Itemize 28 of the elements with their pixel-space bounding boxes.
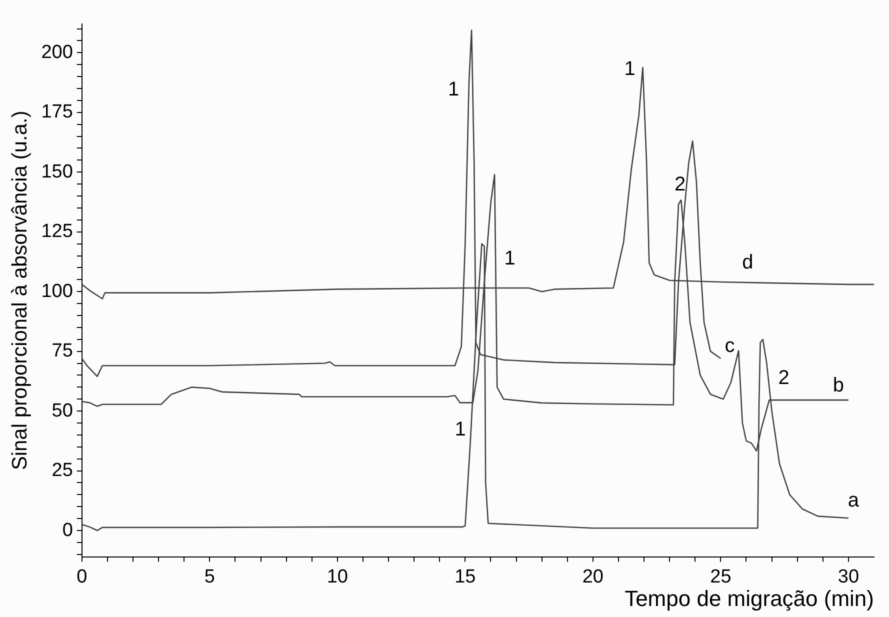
annotation: 1 (448, 78, 460, 101)
x-tick-label: 20 (582, 566, 604, 588)
x-tick-label: 25 (710, 566, 732, 588)
y-tick-label: 0 (62, 520, 73, 541)
y-tick-label: 150 (41, 161, 73, 182)
annotation: d (742, 252, 754, 274)
y-tick-label: 75 (52, 340, 73, 362)
annotation: b (832, 374, 844, 397)
annotation: a (848, 490, 860, 512)
y-axis-title: Sinal proporcional à absorvância (u.a.) (8, 110, 32, 470)
x-tick-label: 10 (326, 566, 348, 588)
annotation: 2 (778, 366, 790, 389)
x-tick-label: 15 (454, 566, 476, 588)
x-tick-label: 0 (76, 566, 88, 588)
y-tick-label: 125 (41, 221, 73, 242)
x-tick-label: 30 (838, 566, 860, 588)
x-axis-title: Tempo de migração (min) (624, 586, 874, 611)
annotation: c (724, 335, 735, 358)
y-tick-label: 100 (41, 280, 73, 302)
annotation: 2 (674, 174, 686, 196)
y-tick-label: 25 (52, 460, 73, 482)
y-tick-label: 50 (52, 400, 73, 422)
annotation: 1 (624, 58, 636, 80)
y-tick-label: 175 (41, 102, 73, 123)
y-tick-label: 200 (41, 42, 73, 63)
x-tick-label: 5 (204, 566, 215, 588)
annotation: 1 (454, 418, 466, 441)
annotation: 1 (504, 247, 516, 270)
